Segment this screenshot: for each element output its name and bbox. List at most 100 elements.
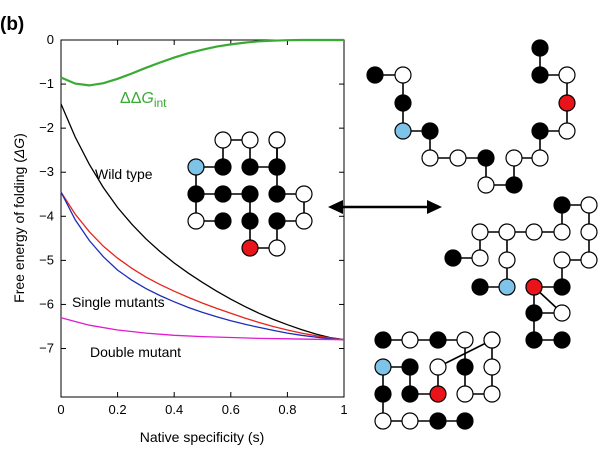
x-tick-label: 0.6 [222,402,240,417]
wild-type-line [60,103,345,341]
axis-ticks: 0 0.2 0.4 0.6 0.8 1 0 −1 −2 −3 −4 −5 −6 −7 [39,32,347,417]
blue-bead [374,358,392,376]
white-bead [580,223,598,241]
white-bead [505,149,523,167]
black-bead [471,278,489,296]
white-bead [295,212,313,230]
white-bead [374,412,392,430]
black-bead [429,331,447,349]
black-bead [553,278,571,296]
black-bead [421,122,439,140]
white-bead [483,358,501,376]
x-axis-label: Native specificity (s) [140,429,264,445]
black-bead [401,385,419,403]
black-bead [401,358,419,376]
white-bead [498,251,516,269]
black-bead [374,385,392,403]
black-bead [187,185,205,203]
y-tick-label: −4 [39,208,54,223]
y-tick-label: −5 [39,252,54,267]
black-bead [456,358,474,376]
black-bead [214,212,232,230]
white-bead [498,223,516,241]
label-ddg-int: ΔΔGint [120,90,167,110]
y-tick-label: −2 [39,120,54,135]
x-tick-label: 0.8 [278,402,296,417]
white-bead [421,149,439,167]
native-fold [187,131,313,257]
white-bead [456,331,474,349]
y-tick-label: −6 [39,296,54,311]
black-bead [214,185,232,203]
chart: 0 0.2 0.4 0.6 0.8 1 0 −1 −2 −3 −4 −5 −6 −7 Native spe… [11,32,348,445]
white-bead [401,331,419,349]
white-bead [187,212,205,230]
black-bead [366,66,384,84]
white-bead [268,131,286,149]
alternative-compact-fold [374,331,501,430]
white-bead [394,66,412,84]
black-bead [477,149,495,167]
panel-label: (b) [0,14,24,35]
red-bead [429,385,447,403]
blue-bead [394,122,412,140]
red-bead [558,94,576,112]
x-tick-label: 0.4 [165,402,183,417]
black-bead [525,331,543,349]
black-bead [456,412,474,430]
black-bead [241,212,259,230]
black-bead [429,412,447,430]
white-bead [214,131,232,149]
plot-frame [60,39,345,398]
series-lines [60,38,345,341]
x-tick-label: 0 [57,402,64,417]
lattice-structures [187,39,598,430]
black-bead [553,331,571,349]
misfolded-chain [444,196,598,349]
black-bead [505,176,523,194]
white-bead [456,385,474,403]
white-bead [553,304,571,322]
white-bead [580,251,598,269]
white-bead [295,185,313,203]
white-bead [558,122,576,140]
black-bead [241,185,259,203]
y-tick-label: 0 [47,32,54,47]
white-bead [483,331,501,349]
black-bead [214,158,232,176]
single-mutant-blue-line [60,191,345,341]
black-bead [241,158,259,176]
black-bead [268,185,286,203]
white-bead [477,176,495,194]
black-bead [525,304,543,322]
black-bead [444,249,462,267]
ddg-int-line [60,38,344,87]
white-bead [525,223,543,241]
white-bead [401,412,419,430]
white-bead [483,385,501,403]
black-bead [531,122,549,140]
label-single-mutants: Single mutants [72,294,165,310]
black-bead [268,158,286,176]
x-tick-label: 1 [340,402,347,417]
black-bead [394,94,412,112]
double-headed-arrow [328,200,442,214]
blue-bead [187,158,205,176]
single-mutant-red-line [60,191,345,341]
bond [437,339,493,368]
label-wild-type: Wild type [95,166,153,182]
black-bead [553,196,571,214]
y-axis-label: Free energy of folding (ΔG) [11,133,27,303]
white-bead [531,149,549,167]
y-tick-label: −1 [39,76,54,91]
red-bead [241,239,259,257]
y-tick-label: −7 [39,341,54,356]
white-bead [241,131,259,149]
white-bead [580,196,598,214]
black-bead [531,66,549,84]
white-bead [553,251,571,269]
white-bead [268,239,286,257]
blue-bead [498,278,516,296]
y-tick-label: −3 [39,164,54,179]
